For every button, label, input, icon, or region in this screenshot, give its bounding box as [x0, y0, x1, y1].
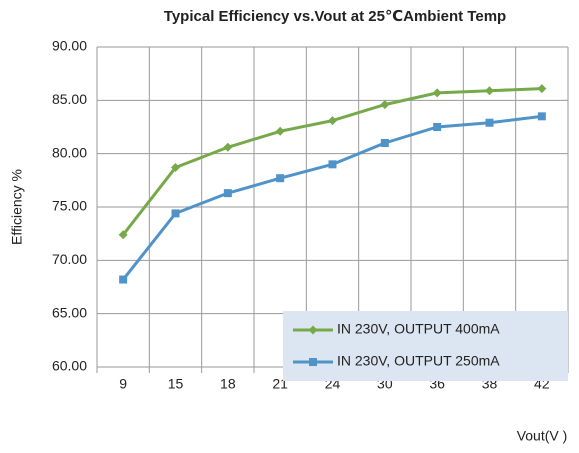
y-tick-label: 80.00 [52, 144, 87, 160]
series-line [121, 114, 543, 281]
legend-marker [309, 358, 317, 366]
data-point [171, 209, 180, 218]
data-point [537, 84, 547, 94]
x-axis-label: Vout(V ) [517, 428, 568, 444]
legend-label: IN 230V, OUTPUT 400mA [337, 321, 500, 337]
data-point [380, 100, 390, 110]
data-point [223, 189, 232, 198]
data-point [328, 116, 337, 126]
legend-label: IN 230V, OUTPUT 250mA [337, 353, 500, 369]
data-point [223, 142, 233, 152]
legend-marker [308, 325, 318, 335]
y-tick-label: 65.00 [52, 304, 87, 320]
x-tick-label: 9 [119, 376, 127, 392]
data-point [275, 126, 285, 136]
data-point [380, 139, 389, 147]
data-point [171, 163, 180, 173]
data-point [432, 88, 442, 98]
y-tick-label: 90.00 [52, 38, 87, 54]
data-point [485, 86, 494, 96]
data-point [118, 230, 128, 240]
x-tick-label: 18 [220, 376, 236, 392]
data-point [119, 275, 128, 284]
data-point [433, 123, 442, 131]
legend-box [283, 311, 568, 381]
y-tick-label: 60.00 [52, 358, 87, 374]
x-tick-label: 15 [168, 376, 184, 392]
y-tick-label: 85.00 [52, 91, 87, 107]
data-point [537, 112, 546, 121]
y-tick-label: 70.00 [52, 251, 87, 267]
y-tick-label: 75.00 [52, 198, 87, 214]
y-axis-label: Efficiency % [9, 169, 25, 245]
data-point [276, 174, 285, 183]
data-point [328, 160, 337, 169]
data-point [485, 118, 494, 127]
chart-title: Typical Efficiency vs.Vout at 25℃Ambient… [164, 8, 506, 25]
